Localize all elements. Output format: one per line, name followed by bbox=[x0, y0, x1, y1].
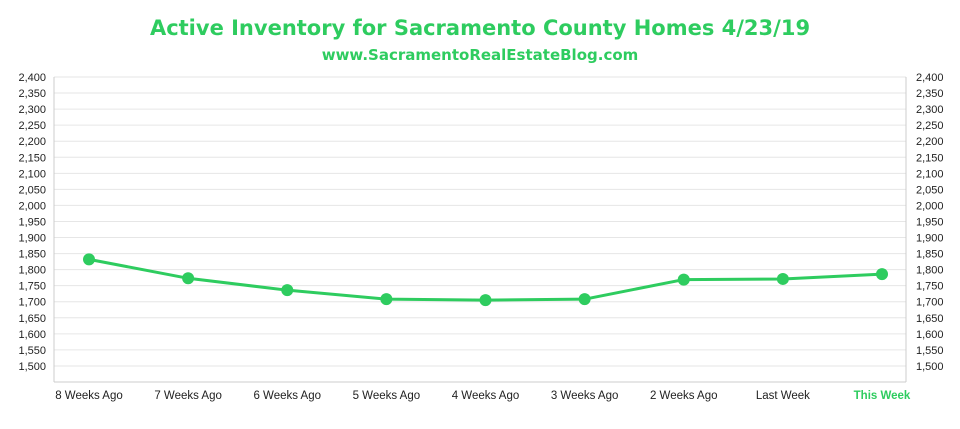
data-point bbox=[380, 293, 393, 306]
x-tick-label: 4 Weeks Ago bbox=[452, 390, 520, 402]
y-axis-right-ticks: 2,400 2,350 2,300 2,250 2,200 2,150 2,100 2,050… bbox=[916, 72, 944, 373]
y-tick-label-left: 2,300 bbox=[18, 104, 46, 116]
y-tick-label-right: 1,800 bbox=[916, 265, 944, 277]
y-tick-label-left: 1,650 bbox=[18, 313, 46, 325]
y-tick-label-right: 1,950 bbox=[916, 216, 944, 228]
y-tick-label-left: 2,000 bbox=[18, 200, 46, 212]
x-axis-ticks: 8 Weeks Ago 7 Weeks Ago 6 Weeks Ago 5 Weeks… bbox=[55, 390, 911, 402]
x-tick-label: 8 Weeks Ago bbox=[55, 390, 123, 402]
y-tick-label-right: 1,900 bbox=[916, 233, 944, 245]
series-inventory bbox=[83, 253, 888, 307]
x-tick-label: 5 Weeks Ago bbox=[353, 390, 421, 402]
x-tick-label: 2 Weeks Ago bbox=[650, 390, 718, 402]
data-point bbox=[876, 268, 888, 281]
data-point bbox=[83, 253, 95, 266]
x-tick-label: This Week bbox=[854, 390, 911, 402]
y-tick-label-right: 2,150 bbox=[916, 152, 944, 164]
y-tick-label-right: 2,350 bbox=[916, 88, 944, 100]
y-tick-label-left: 1,900 bbox=[18, 233, 46, 245]
y-tick-label-right: 2,400 bbox=[916, 72, 944, 84]
y-tick-label-right: 1,500 bbox=[916, 361, 944, 373]
chart-subtitle: www.SacramentoRealEstateBlog.com bbox=[321, 46, 639, 64]
y-tick-label-left: 1,500 bbox=[18, 361, 46, 373]
y-tick-label-left: 2,400 bbox=[18, 72, 46, 84]
gridlines bbox=[54, 76, 906, 367]
x-tick-label: Last Week bbox=[756, 390, 810, 402]
y-tick-label-right: 1,650 bbox=[916, 313, 944, 325]
axes bbox=[53, 77, 907, 383]
y-tick-label-left: 1,850 bbox=[18, 249, 46, 261]
data-point bbox=[281, 284, 294, 297]
y-tick-label-right: 1,700 bbox=[916, 297, 944, 309]
y-tick-label-left: 2,350 bbox=[18, 88, 46, 100]
y-tick-label-right: 2,200 bbox=[916, 136, 944, 148]
series-line bbox=[88, 257, 883, 302]
y-tick-label-right: 2,000 bbox=[916, 200, 944, 212]
x-tick-label: 3 Weeks Ago bbox=[551, 390, 619, 402]
y-tick-label-left: 2,100 bbox=[18, 168, 46, 180]
x-tick-label: 7 Weeks Ago bbox=[154, 390, 222, 402]
y-tick-label-right: 2,050 bbox=[916, 184, 944, 196]
y-tick-label-left: 2,150 bbox=[18, 152, 46, 164]
y-tick-label-right: 1,750 bbox=[916, 281, 944, 293]
y-tick-label-right: 2,300 bbox=[916, 104, 944, 116]
y-tick-label-right: 1,550 bbox=[916, 345, 944, 357]
data-point bbox=[578, 293, 591, 306]
y-tick-label-left: 1,700 bbox=[18, 297, 46, 309]
data-point bbox=[182, 272, 195, 285]
y-tick-label-left: 2,200 bbox=[18, 136, 46, 148]
y-tick-label-right: 2,250 bbox=[916, 120, 944, 132]
y-axis-left-ticks: 2,400 2,350 2,300 2,250 2,200 2,150 2,100 2,050… bbox=[18, 72, 46, 373]
chart-title: Active Inventory for Sacramento County H… bbox=[149, 16, 811, 40]
data-point bbox=[479, 294, 492, 307]
y-tick-label-left: 2,050 bbox=[18, 184, 46, 196]
y-tick-label-left: 1,750 bbox=[18, 281, 46, 293]
x-tick-label: 6 Weeks Ago bbox=[253, 390, 321, 402]
y-tick-label-left: 1,950 bbox=[18, 216, 46, 228]
y-tick-label-left: 1,800 bbox=[18, 265, 46, 277]
y-tick-label-left: 2,250 bbox=[18, 120, 46, 132]
y-tick-label-left: 1,550 bbox=[18, 345, 46, 357]
y-tick-label-right: 1,600 bbox=[916, 329, 944, 341]
data-point bbox=[776, 272, 789, 285]
y-tick-label-right: 1,850 bbox=[916, 249, 944, 261]
y-tick-label-left: 1,600 bbox=[18, 329, 46, 341]
y-tick-label-right: 2,100 bbox=[916, 168, 944, 180]
data-point bbox=[677, 273, 690, 286]
